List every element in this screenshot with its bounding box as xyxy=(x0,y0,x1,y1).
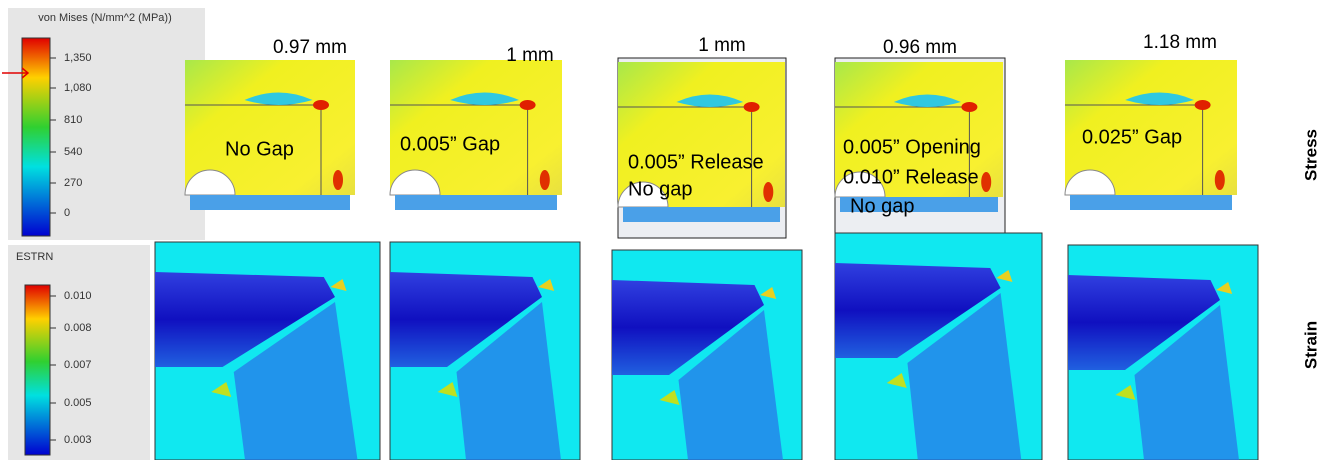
hot-spot xyxy=(961,102,977,112)
case-label: 0.025” Gap xyxy=(1082,126,1182,148)
panels: 1,350 1,080 810 540 270 0 0.010 0.008 0.007 0.005… xyxy=(50,32,1320,460)
displacement: 1.18 mm xyxy=(1143,32,1217,53)
strain-tick-label: 0.010 xyxy=(64,290,92,302)
case-label: No Gap xyxy=(225,138,294,160)
strain-tick-label: 0.007 xyxy=(64,359,92,371)
hot-spot xyxy=(981,172,991,192)
case-label: 0.005” Release xyxy=(628,151,764,173)
strain-tick-label: 0.003 xyxy=(64,434,92,446)
hot-spot xyxy=(333,170,343,190)
hot-spot xyxy=(540,170,550,190)
base xyxy=(395,195,557,210)
strain-tick-label: 0.008 xyxy=(64,322,92,334)
displacement: 1 mm xyxy=(698,35,746,56)
row-label: Stress xyxy=(1301,129,1320,181)
stress-legend-title: von Mises (N/mm^2 (MPa)) xyxy=(38,12,172,24)
hot-spot xyxy=(520,100,536,110)
stress-tick-label: 810 xyxy=(64,114,82,126)
stress-colorbar xyxy=(22,38,50,236)
row-label: Strain xyxy=(1301,321,1320,369)
hot-spot xyxy=(1195,100,1211,110)
displacement: 1 mm xyxy=(506,45,554,66)
stress-tick-label: 540 xyxy=(64,146,82,158)
strain-legend-title: ESTRN xyxy=(16,251,53,263)
case-label: No gap xyxy=(628,178,693,200)
figure: von Mises (N/mm^2 (MPa)) ESTRN 1,350 1,08… xyxy=(0,0,1327,460)
strain-tick-label: 0.005 xyxy=(64,397,92,409)
case-label: 0.005” Opening xyxy=(843,136,981,158)
stress-tick-label: 0 xyxy=(64,207,70,219)
stress-tick-label: 1,350 xyxy=(64,52,92,64)
base xyxy=(1070,195,1232,210)
case-label: No gap xyxy=(850,195,915,217)
stress-tick-label: 270 xyxy=(64,177,82,189)
displacement: 0.97 mm xyxy=(273,37,347,58)
hot-spot xyxy=(313,100,329,110)
hot-spot xyxy=(744,102,760,112)
displacement: 0.96 mm xyxy=(883,37,957,58)
case-label: 0.010” Release xyxy=(843,166,979,188)
stress-tick-label: 1,080 xyxy=(64,82,92,94)
hot-spot xyxy=(1215,170,1225,190)
case-label: 0.005” Gap xyxy=(400,133,500,155)
base xyxy=(623,207,780,222)
base xyxy=(190,195,350,210)
strain-colorbar xyxy=(25,285,50,455)
hot-spot xyxy=(763,182,773,202)
